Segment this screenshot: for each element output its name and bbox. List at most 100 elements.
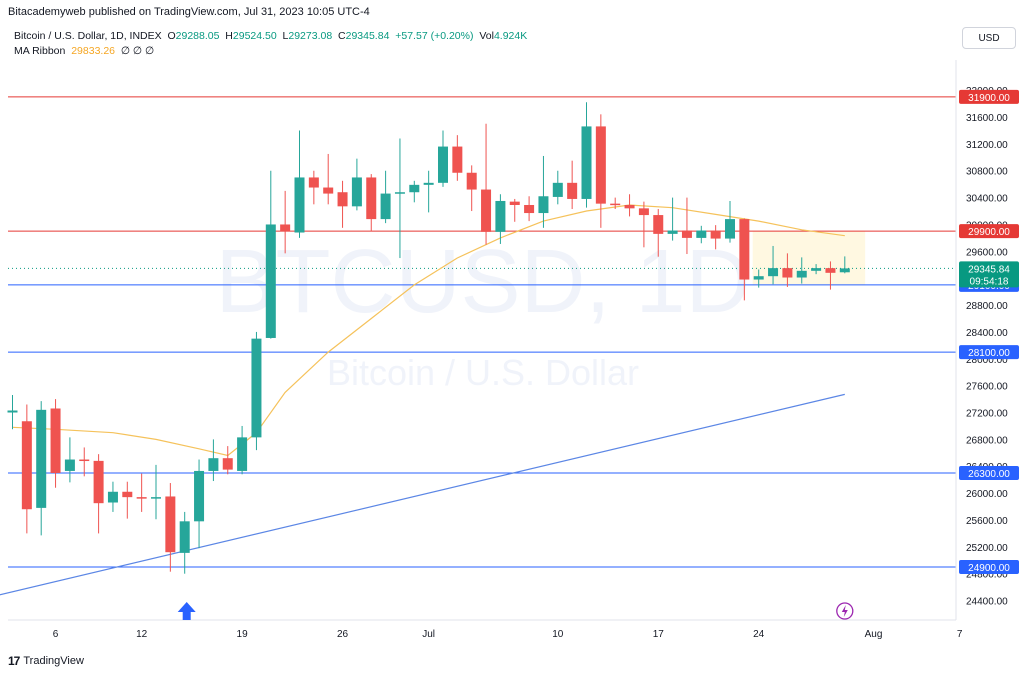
candle xyxy=(595,114,606,228)
candle-body xyxy=(624,204,635,209)
y-tick-label: 24800.00 xyxy=(966,570,1008,581)
y-tick-label: 28400.00 xyxy=(966,328,1008,339)
candle-body xyxy=(165,496,176,553)
candle-body xyxy=(194,470,205,522)
level-price-label: 24900.00 xyxy=(968,563,1010,574)
indicator-name[interactable]: MA Ribbon xyxy=(14,45,66,57)
candle xyxy=(251,331,262,451)
level-price-label: 26300.00 xyxy=(968,469,1010,480)
tradingview-brand[interactable]: 17 TradingView xyxy=(8,654,84,668)
x-tick-label: 6 xyxy=(53,629,59,640)
y-tick-label: 30800.00 xyxy=(966,167,1008,178)
candle xyxy=(610,197,621,210)
candle-body xyxy=(366,177,377,220)
high-label: H xyxy=(225,30,233,42)
candle-body xyxy=(653,215,664,234)
candle xyxy=(208,439,219,482)
high-value: 29524.50 xyxy=(232,30,277,42)
y-tick-label: 29600.00 xyxy=(966,247,1008,258)
currency-button[interactable]: USD xyxy=(962,27,1016,49)
current-price-label: 29345.84 xyxy=(968,264,1010,275)
candle xyxy=(351,158,362,211)
candle xyxy=(237,425,248,475)
candle xyxy=(308,170,319,205)
symbol-name[interactable]: Bitcoin / U.S. Dollar, 1D, INDEX xyxy=(14,30,162,42)
x-tick-label: 26 xyxy=(337,629,349,640)
candle-body xyxy=(768,268,779,277)
candle xyxy=(194,459,205,549)
candle-body xyxy=(280,224,291,232)
candle-body xyxy=(825,268,836,273)
candle-body xyxy=(796,270,807,278)
candle xyxy=(495,194,506,244)
candle xyxy=(710,225,721,250)
watermark: BTCUSD, 1D Bitcoin / U.S. Dollar xyxy=(215,232,750,393)
candle-body xyxy=(64,459,75,471)
y-tick-label: 26000.00 xyxy=(966,489,1008,500)
trendline xyxy=(0,393,845,596)
candle-body xyxy=(93,460,104,504)
level-price-tag xyxy=(959,224,1019,239)
candle-body xyxy=(222,458,233,470)
candle xyxy=(481,123,492,245)
candle-body xyxy=(753,276,764,280)
open-label: O xyxy=(167,30,176,42)
candle-body xyxy=(423,182,434,185)
open-value: 29288.05 xyxy=(175,30,220,42)
candle-body xyxy=(725,219,735,239)
candle xyxy=(509,198,520,222)
candle-body xyxy=(265,224,276,338)
y-tick-label: 28000.00 xyxy=(966,355,1008,366)
candle-body xyxy=(710,230,721,239)
candle xyxy=(681,197,692,255)
candle-body xyxy=(509,201,520,205)
candle xyxy=(36,401,47,536)
candle-body xyxy=(337,192,348,207)
candle xyxy=(438,130,448,187)
candle xyxy=(753,269,764,288)
x-tick-label: 24 xyxy=(753,629,765,640)
candle xyxy=(93,454,104,534)
y-tick-label: 25600.00 xyxy=(966,516,1008,527)
indicator-empty-values: ∅ ∅ ∅ xyxy=(120,45,155,57)
candle xyxy=(466,165,477,212)
current-price-tag xyxy=(959,261,1019,288)
indicator-value: 29833.26 xyxy=(71,45,116,57)
candle xyxy=(839,256,850,274)
candle xyxy=(7,395,18,430)
candle-body xyxy=(495,200,506,232)
candle-body xyxy=(538,196,549,214)
candle xyxy=(796,257,807,284)
level-price-tag xyxy=(959,89,1019,104)
tradingview-logo-icon: 17 xyxy=(8,654,20,668)
low-value: 29273.08 xyxy=(288,30,333,42)
candle-body xyxy=(394,192,405,194)
range-box xyxy=(752,231,866,285)
publisher-line: Bitacademyweb published on TradingView.c… xyxy=(8,6,370,18)
candle-body xyxy=(308,177,319,188)
candle xyxy=(768,245,779,285)
candle-body xyxy=(21,421,32,510)
candle-body xyxy=(481,189,492,232)
level-price-tag xyxy=(959,465,1019,480)
level-price-tag xyxy=(959,559,1019,574)
close-label: C xyxy=(338,30,346,42)
candle xyxy=(638,201,649,248)
candle-body xyxy=(595,126,606,204)
candle xyxy=(50,399,61,488)
candle xyxy=(782,253,793,287)
candle-body xyxy=(567,182,578,199)
candle xyxy=(825,261,836,290)
ma-ribbon-line xyxy=(12,204,845,457)
candle-body xyxy=(524,204,535,214)
candle xyxy=(136,473,147,512)
candle-body xyxy=(811,268,822,271)
y-tick-label: 27600.00 xyxy=(966,382,1008,393)
candle-body xyxy=(351,177,362,207)
y-tick-label: 31600.00 xyxy=(966,113,1008,124)
candle-body xyxy=(739,219,750,280)
candle-body xyxy=(581,126,592,199)
candle xyxy=(552,170,563,205)
countdown-label: 09:54:18 xyxy=(970,276,1009,287)
